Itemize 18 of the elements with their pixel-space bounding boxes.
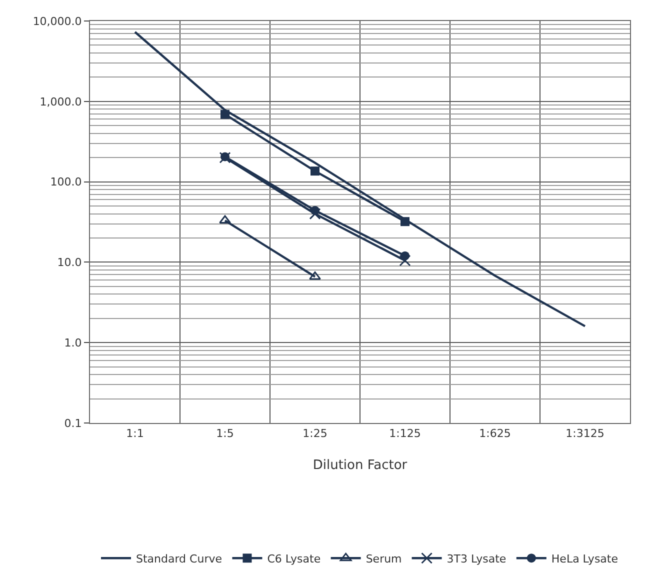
y-tick-label: 0.1 <box>64 416 82 430</box>
y-tick-label: 1.0 <box>64 336 82 350</box>
legend-label: C6 Lysate <box>267 552 321 566</box>
y-tick-label: 100.0 <box>50 176 82 189</box>
x-tick-label: 1:125 <box>389 427 421 440</box>
x-axis-title: Dilution Factor <box>312 458 408 473</box>
x-tick-label: 1:5 <box>216 427 234 440</box>
y-tick-label: 10.0 <box>57 256 82 270</box>
legend-label: Serum <box>366 552 402 566</box>
y-tick-label: 10,000.0 <box>32 14 82 28</box>
legend-label: Standard Curve <box>136 552 222 566</box>
x-tick-label: 1:1 <box>126 427 144 440</box>
x-tick-label: 1:625 <box>479 427 511 440</box>
legend-label: 3T3 Lysate <box>446 552 506 566</box>
legend-label: HeLa Lysate <box>551 552 618 566</box>
y-tick-label: 1,000.0 <box>40 95 82 108</box>
x-tick-label: 1:25 <box>302 427 328 440</box>
x-tick-label: 1:3125 <box>566 427 604 440</box>
